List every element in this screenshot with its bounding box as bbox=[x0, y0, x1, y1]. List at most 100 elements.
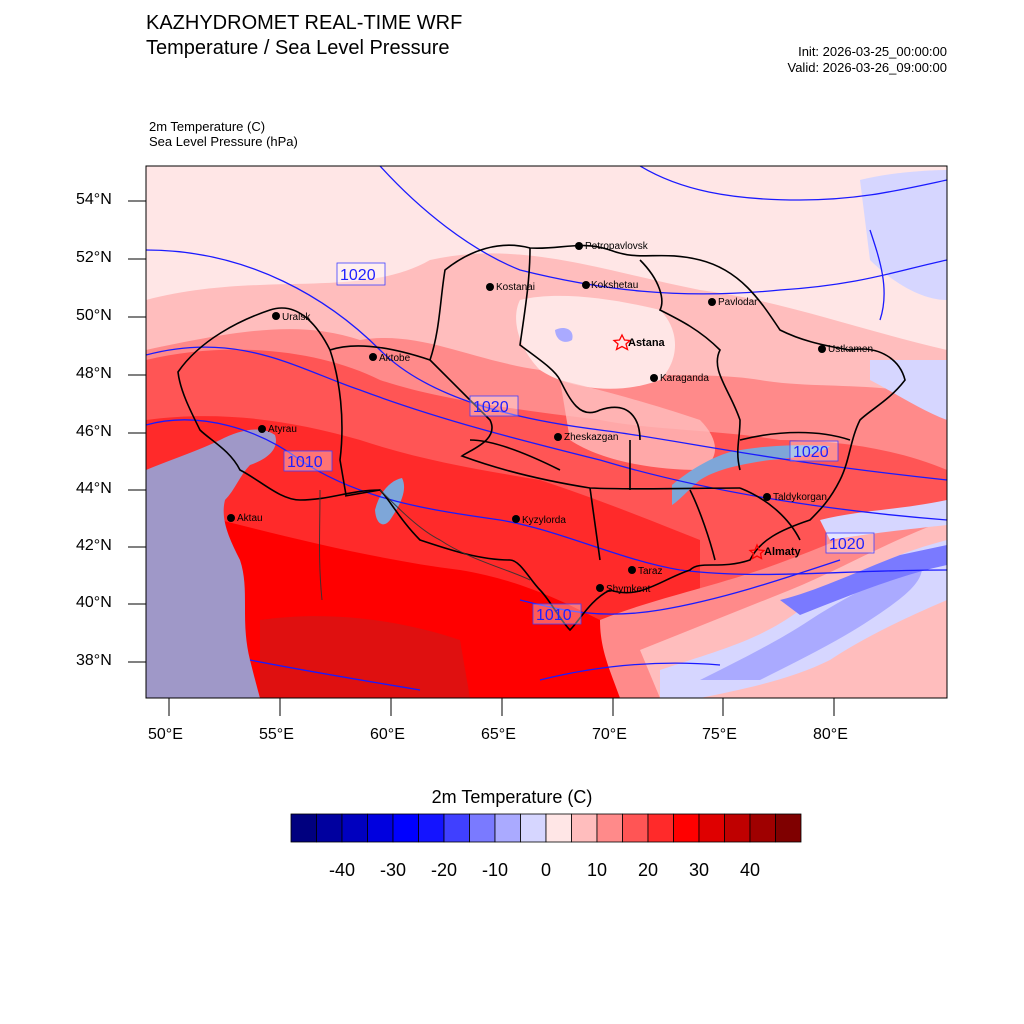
city-label: Astana bbox=[628, 337, 666, 349]
almaty-star-icon bbox=[748, 543, 766, 560]
city-dot-pavlodar bbox=[708, 298, 716, 306]
colorbar-label: 20 bbox=[637, 860, 659, 880]
colorbar-swatch bbox=[443, 813, 470, 843]
lat-label: 50°N bbox=[76, 307, 112, 324]
isobar-labels: 1020 1020 1010 1020 1020 1010 bbox=[283, 262, 875, 625]
colorbar-label: 0 bbox=[540, 860, 552, 880]
city-dot-kostanai bbox=[486, 283, 494, 291]
lon-label: 80°E bbox=[813, 726, 848, 743]
city-dot-taraz bbox=[628, 566, 636, 574]
city-label: Atyrau bbox=[268, 424, 297, 435]
lat-label: 42°N bbox=[76, 537, 112, 554]
colorbar-swatch bbox=[316, 813, 343, 843]
colorbar-swatch bbox=[571, 813, 598, 843]
field-label-temperature: 2m Temperature (C) bbox=[149, 119, 266, 134]
city-label: Pavlodar bbox=[718, 297, 758, 308]
colorbar-label: -40 bbox=[328, 860, 356, 880]
colorbar-swatch bbox=[596, 813, 623, 843]
colorbar-swatch bbox=[749, 813, 776, 843]
city-dot-atyrau bbox=[258, 425, 266, 433]
capital-star-icon bbox=[612, 333, 632, 351]
colorbar-swatch bbox=[724, 813, 751, 843]
colorbar-swatch bbox=[520, 813, 547, 843]
colorbar-swatch bbox=[392, 813, 419, 843]
colorbar-swatch bbox=[494, 813, 521, 843]
city-label: Aktau bbox=[237, 513, 263, 524]
lat-label: 38°N bbox=[76, 652, 112, 669]
lat-label: 48°N bbox=[76, 365, 112, 382]
lon-label: 60°E bbox=[370, 726, 405, 743]
colorbar-swatch bbox=[290, 813, 317, 843]
city-label: Ustkamen bbox=[828, 344, 873, 355]
init-time: Init: 2026-03-25_00:00:00 bbox=[798, 44, 947, 59]
svg-text:1020: 1020 bbox=[473, 399, 509, 416]
city-dot-uralsk bbox=[272, 312, 280, 320]
lon-label: 50°E bbox=[148, 726, 183, 743]
city-label: Karaganda bbox=[660, 373, 709, 384]
city-label: Taraz bbox=[638, 566, 662, 577]
lon-label: 75°E bbox=[702, 726, 737, 743]
city-label: Zheskazgan bbox=[564, 432, 618, 443]
city-label: Petropavlovsk bbox=[585, 241, 649, 252]
city-label: Taldykorgan bbox=[773, 492, 827, 503]
colorbar-swatch bbox=[469, 813, 496, 843]
colorbar-swatch bbox=[673, 813, 700, 843]
lat-label: 44°N bbox=[76, 480, 112, 497]
city-label: Aktobe bbox=[379, 353, 411, 364]
colorbar-label: -30 bbox=[379, 860, 407, 880]
svg-text:1020: 1020 bbox=[829, 536, 865, 553]
colorbar-swatch bbox=[647, 813, 674, 843]
valid-time: Valid: 2026-03-26_09:00:00 bbox=[787, 60, 948, 75]
colorbar bbox=[290, 813, 802, 843]
colorbar-swatch bbox=[545, 813, 572, 843]
city-dot-taldykorgan bbox=[763, 493, 771, 501]
colorbar-label: 30 bbox=[688, 860, 710, 880]
map-frame bbox=[145, 165, 948, 699]
city-dot-aktau bbox=[227, 514, 235, 522]
lat-label: 54°N bbox=[76, 191, 112, 208]
colorbar-label: 40 bbox=[739, 860, 761, 880]
svg-text:1020: 1020 bbox=[793, 444, 829, 461]
lon-label: 70°E bbox=[592, 726, 627, 743]
colorbar-swatch bbox=[698, 813, 725, 843]
svg-text:1020: 1020 bbox=[340, 267, 376, 284]
city-dot-ustkamen bbox=[818, 345, 826, 353]
city-dot-kokshetau bbox=[582, 281, 590, 289]
colorbar-label: 10 bbox=[586, 860, 608, 880]
colorbar-label: -10 bbox=[481, 860, 509, 880]
title-line-2: Temperature / Sea Level Pressure bbox=[146, 37, 450, 59]
city-dot-kyzylorda bbox=[512, 515, 520, 523]
city-markers bbox=[227, 242, 826, 592]
isobars bbox=[146, 166, 947, 691]
colorbar-swatch bbox=[775, 813, 802, 843]
svg-text:1010: 1010 bbox=[287, 454, 323, 471]
city-label: Kostanai bbox=[496, 282, 535, 293]
lat-label: 52°N bbox=[76, 249, 112, 266]
lon-ticks bbox=[168, 698, 835, 716]
borders bbox=[177, 244, 906, 632]
field-label-pressure: Sea Level Pressure (hPa) bbox=[149, 134, 298, 149]
city-labels: Petropavlovsk Kostanai Kokshetau Pavloda… bbox=[237, 241, 873, 595]
city-label: Almaty bbox=[764, 546, 802, 558]
lat-ticks bbox=[128, 200, 146, 663]
city-label: Shymkent bbox=[606, 584, 651, 595]
colorbar-swatch bbox=[418, 813, 445, 843]
city-label: Kokshetau bbox=[591, 280, 638, 291]
lat-label: 40°N bbox=[76, 594, 112, 611]
lon-label: 55°E bbox=[259, 726, 294, 743]
colorbar-swatch bbox=[341, 813, 368, 843]
title-line-1: KAZHYDROMET REAL-TIME WRF bbox=[146, 12, 463, 34]
colorbar-title: 2m Temperature (C) bbox=[431, 787, 593, 807]
colorbar-label: -20 bbox=[430, 860, 458, 880]
city-dot-zheskazgan bbox=[554, 433, 562, 441]
lon-label: 65°E bbox=[481, 726, 516, 743]
colorbar-swatch bbox=[622, 813, 649, 843]
city-dot-karaganda bbox=[650, 374, 658, 382]
city-dot-aktobe bbox=[369, 353, 377, 361]
city-label: Kyzylorda bbox=[522, 515, 566, 526]
city-dot-shymkent bbox=[596, 584, 604, 592]
svg-text:1010: 1010 bbox=[536, 607, 572, 624]
colorbar-swatch bbox=[367, 813, 394, 843]
lat-label: 46°N bbox=[76, 423, 112, 440]
